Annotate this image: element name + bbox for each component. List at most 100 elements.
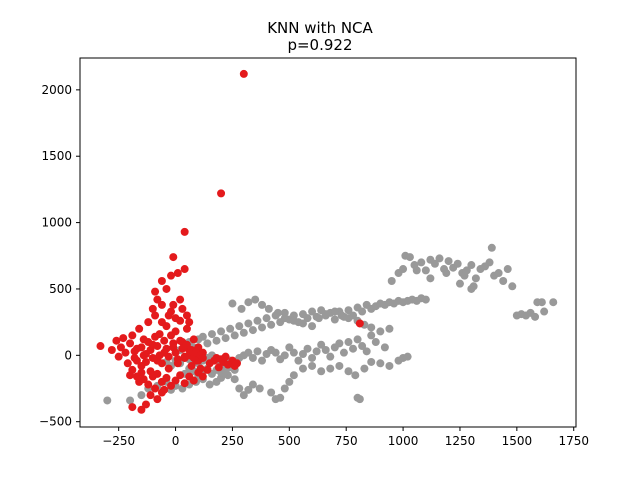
data-point [421, 295, 430, 304]
x-tick-label: 1500 [502, 434, 533, 448]
data-point [180, 227, 189, 236]
data-point [176, 295, 185, 304]
data-point [121, 348, 130, 357]
data-point [349, 344, 358, 353]
data-point [285, 343, 294, 352]
data-point [173, 269, 182, 278]
data-point [230, 375, 239, 384]
data-point [255, 384, 264, 393]
data-point [171, 314, 180, 323]
data-point [444, 257, 453, 266]
data-point [258, 323, 267, 332]
data-point [339, 348, 348, 357]
data-point [298, 319, 307, 328]
data-point [487, 243, 496, 252]
data-point [321, 346, 330, 355]
data-point [353, 335, 362, 344]
data-point [187, 361, 196, 370]
data-point [326, 364, 335, 373]
data-point [144, 318, 153, 327]
data-point [182, 311, 191, 320]
data-point [178, 304, 187, 313]
data-point [276, 393, 285, 402]
data-point [169, 300, 178, 309]
data-point [112, 336, 121, 345]
data-point [128, 331, 137, 340]
data-point [251, 295, 260, 304]
data-point [248, 326, 257, 335]
data-point [360, 364, 369, 373]
series-1 [96, 69, 364, 414]
data-point [549, 298, 558, 307]
data-point [426, 274, 435, 283]
data-point [244, 385, 253, 394]
data-point [435, 254, 444, 263]
plot-area [79, 57, 577, 428]
data-point [335, 361, 344, 370]
data-point [430, 259, 439, 268]
data-point [107, 346, 116, 355]
data-point [280, 314, 289, 323]
data-point [114, 352, 123, 361]
data-point [135, 324, 144, 333]
data-point [153, 342, 162, 351]
data-point [169, 339, 178, 348]
data-point [485, 258, 494, 267]
data-point [385, 361, 394, 370]
data-point [469, 282, 478, 291]
data-point [157, 359, 166, 368]
x-tick-label: 1750 [558, 434, 589, 448]
data-point [253, 347, 262, 356]
data-point [151, 384, 160, 393]
data-point [303, 344, 312, 353]
data-point [116, 343, 125, 352]
data-point [139, 375, 148, 384]
data-point [303, 314, 312, 323]
data-point [499, 276, 508, 285]
data-point [531, 312, 540, 321]
data-point [176, 371, 185, 380]
data-point [312, 347, 321, 356]
data-point [248, 380, 257, 389]
data-point [273, 308, 282, 317]
data-point [380, 343, 389, 352]
data-point [185, 318, 194, 327]
data-point [205, 380, 214, 389]
data-point [230, 331, 239, 340]
data-point [244, 319, 253, 328]
data-point [467, 261, 476, 270]
data-point [317, 340, 326, 349]
data-point [376, 327, 385, 336]
data-point [141, 400, 150, 409]
data-point [355, 319, 364, 328]
chart-title: KNN with NCA [267, 19, 373, 37]
data-point [148, 353, 157, 362]
data-point [385, 324, 394, 333]
data-point [253, 316, 262, 325]
y-tick-label: 0 [64, 348, 72, 362]
data-point [171, 376, 180, 385]
data-point [128, 365, 137, 374]
data-point [308, 307, 317, 316]
data-point [503, 265, 512, 274]
x-tick-label: 750 [335, 434, 358, 448]
data-point [285, 377, 294, 386]
data-point [387, 276, 396, 285]
data-point [153, 369, 162, 378]
y-tick-label: 1000 [41, 216, 72, 230]
data-point [162, 344, 171, 353]
data-point [123, 359, 132, 368]
data-point [176, 336, 185, 345]
data-point [153, 295, 162, 304]
data-point [237, 304, 246, 313]
data-point [321, 310, 330, 319]
data-point [326, 352, 335, 361]
data-point [317, 367, 326, 376]
data-point [367, 323, 376, 332]
data-point [308, 361, 317, 370]
y-tick-label: −500 [39, 415, 72, 429]
data-point [537, 298, 546, 307]
data-point [455, 279, 464, 288]
data-point [151, 332, 160, 341]
data-point [239, 69, 248, 78]
